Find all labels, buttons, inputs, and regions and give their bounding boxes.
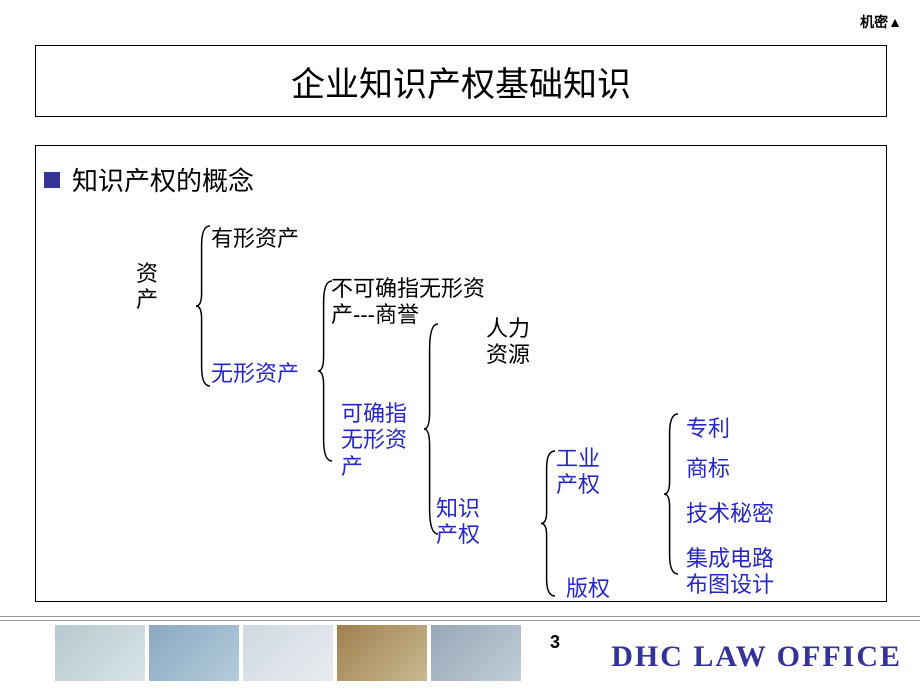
page-number: 3 bbox=[550, 632, 560, 653]
tree-node-tradesecret: 技术秘密 bbox=[686, 501, 774, 527]
tree-node-indprop: 工业产权 bbox=[556, 446, 600, 499]
footer-thumb-4 bbox=[431, 625, 521, 681]
footer-thumb-1 bbox=[149, 625, 239, 681]
footer-thumb-2 bbox=[243, 625, 333, 681]
tree-node-intangible: 无形资产 bbox=[211, 361, 299, 387]
tree-node-tangible: 有形资产 bbox=[211, 226, 299, 252]
brand-logo: DHC LAW OFFICE bbox=[611, 640, 902, 674]
slide: 机密▲ 企业知识产权基础知识 知识产权的概念 资产有形资产无形资产不可确指无形资… bbox=[0, 0, 920, 690]
tree-node-nonident: 不可确指无形资产---商誉 bbox=[331, 276, 485, 329]
footer-thumb-3 bbox=[337, 625, 427, 681]
brace-4 bbox=[664, 414, 684, 574]
content-box: 知识产权的概念 资产有形资产无形资产不可确指无形资产---商誉可确指无形资产人力… bbox=[35, 145, 887, 602]
tree-diagram: 资产有形资产无形资产不可确指无形资产---商誉可确指无形资产人力资源知识产权工业… bbox=[36, 146, 886, 601]
footer-thumb-0 bbox=[55, 625, 145, 681]
tree-node-iclayout: 集成电路布图设计 bbox=[686, 546, 774, 599]
brace-1 bbox=[318, 281, 338, 461]
confidential-label: 机密▲ bbox=[860, 12, 902, 32]
footer-rule bbox=[0, 616, 920, 617]
title-box: 企业知识产权基础知识 bbox=[35, 45, 887, 117]
brace-2 bbox=[424, 324, 444, 534]
page-title: 企业知识产权基础知识 bbox=[291, 57, 631, 106]
tree-node-patent: 专利 bbox=[686, 416, 730, 442]
tree-node-root: 资产 bbox=[136, 261, 158, 314]
footer-rule bbox=[0, 620, 920, 621]
tree-node-copyright: 版权 bbox=[566, 576, 610, 602]
brace-0 bbox=[196, 226, 216, 386]
footer-thumbnails bbox=[55, 625, 521, 681]
tree-node-ident: 可确指无形资产 bbox=[341, 401, 407, 480]
tree-node-hr: 人力资源 bbox=[486, 316, 530, 369]
tree-node-trademark: 商标 bbox=[686, 456, 730, 482]
brace-3 bbox=[541, 451, 561, 596]
